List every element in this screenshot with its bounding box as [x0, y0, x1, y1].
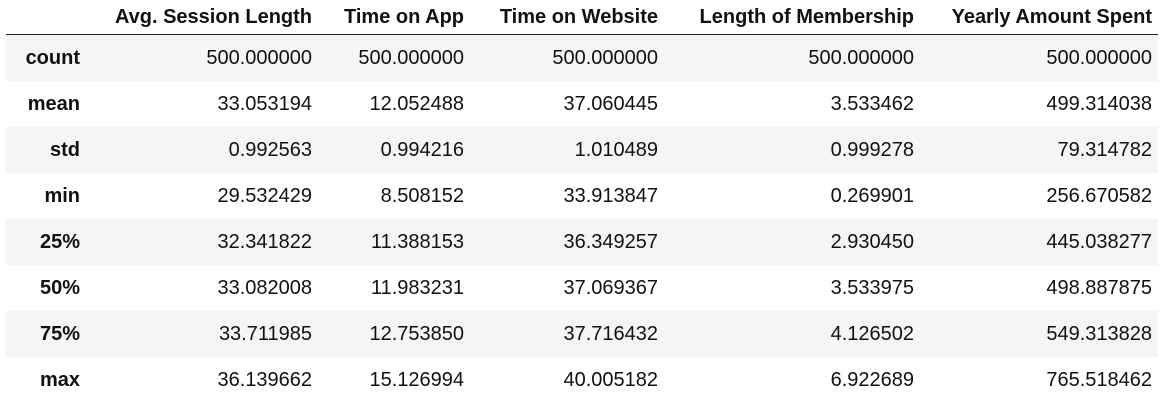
- table-cell: 8.508152: [380, 184, 464, 207]
- table-cell: 0.999278: [830, 138, 914, 161]
- table-cell: 79.314782: [1057, 138, 1152, 161]
- table-cell: 2.930450: [830, 230, 914, 253]
- table-cell: 15.126994: [369, 368, 464, 391]
- table-cell: 36.349257: [563, 230, 658, 253]
- table-cell: 498.887875: [1046, 276, 1152, 299]
- table-cell: 549.313828: [1046, 322, 1152, 345]
- table-cell: 33.913847: [563, 184, 658, 207]
- table-cell: 36.139662: [217, 368, 312, 391]
- table-cell: 765.518462: [1046, 368, 1152, 391]
- table-cell: 500.000000: [552, 46, 658, 69]
- table-cell: 1.010489: [574, 138, 658, 161]
- table-row: mean 33.053194 12.052488 37.060445 3.533…: [6, 81, 1158, 127]
- column-header: Length of Membership: [664, 0, 920, 35]
- row-label: 75%: [39, 322, 80, 345]
- table-cell: 33.082008: [217, 276, 312, 299]
- row-label: 25%: [39, 230, 80, 253]
- describe-table: Avg. Session Length Time on App Time on …: [6, 0, 1158, 403]
- index-header: [6, 0, 86, 35]
- table-cell: 12.052488: [369, 92, 464, 115]
- table-cell: 11.983231: [370, 276, 464, 299]
- table-cell: 3.533975: [830, 276, 914, 299]
- table-cell: 3.533462: [830, 92, 914, 115]
- table-cell: 32.341822: [217, 230, 312, 253]
- row-label: mean: [27, 92, 80, 115]
- table-cell: 4.126502: [830, 322, 914, 345]
- table-cell: 37.069367: [563, 276, 658, 299]
- table-row: std 0.992563 0.994216 1.010489 0.999278 …: [6, 127, 1158, 173]
- table-cell: 0.269901: [830, 184, 914, 207]
- header-row: Avg. Session Length Time on App Time on …: [6, 0, 1158, 35]
- table-cell: 29.532429: [217, 184, 312, 207]
- table-cell: 500.000000: [1046, 46, 1152, 69]
- table-cell: 445.038277: [1046, 230, 1152, 253]
- table-cell: 40.005182: [563, 368, 658, 391]
- table-cell: 37.716432: [563, 322, 658, 345]
- table-cell: 33.053194: [217, 92, 312, 115]
- table-cell: 0.994216: [380, 138, 464, 161]
- column-header: Avg. Session Length: [86, 0, 318, 35]
- row-label: count: [25, 46, 80, 69]
- table-row: 75% 33.711985 12.753850 37.716432 4.1265…: [6, 311, 1158, 357]
- row-label: std: [50, 138, 80, 161]
- table-row: min 29.532429 8.508152 33.913847 0.26990…: [6, 173, 1158, 219]
- table-cell: 256.670582: [1046, 184, 1152, 207]
- column-header: Time on App: [318, 0, 470, 35]
- table-cell: 6.922689: [830, 368, 914, 391]
- table-row: 25% 32.341822 11.388153 36.349257 2.9304…: [6, 219, 1158, 265]
- column-header: Yearly Amount Spent: [920, 0, 1158, 35]
- table-cell: 12.753850: [369, 322, 464, 345]
- table-cell: 500.000000: [808, 46, 914, 69]
- table-cell: 33.711985: [218, 322, 312, 345]
- column-header: Time on Website: [470, 0, 664, 35]
- row-label: 50%: [39, 276, 80, 299]
- table-cell: 11.388153: [370, 230, 464, 253]
- table-row: 50% 33.082008 11.983231 37.069367 3.5339…: [6, 265, 1158, 311]
- table-cell: 500.000000: [358, 46, 464, 69]
- table-row: count 500.000000 500.000000 500.000000 5…: [6, 34, 1158, 81]
- table-cell: 499.314038: [1046, 92, 1152, 115]
- table-cell: 500.000000: [206, 46, 312, 69]
- table-row: max 36.139662 15.126994 40.005182 6.9226…: [6, 357, 1158, 403]
- table-cell: 37.060445: [563, 92, 658, 115]
- row-label: max: [39, 368, 80, 391]
- table-cell: 0.992563: [228, 138, 312, 161]
- row-label: min: [44, 184, 80, 207]
